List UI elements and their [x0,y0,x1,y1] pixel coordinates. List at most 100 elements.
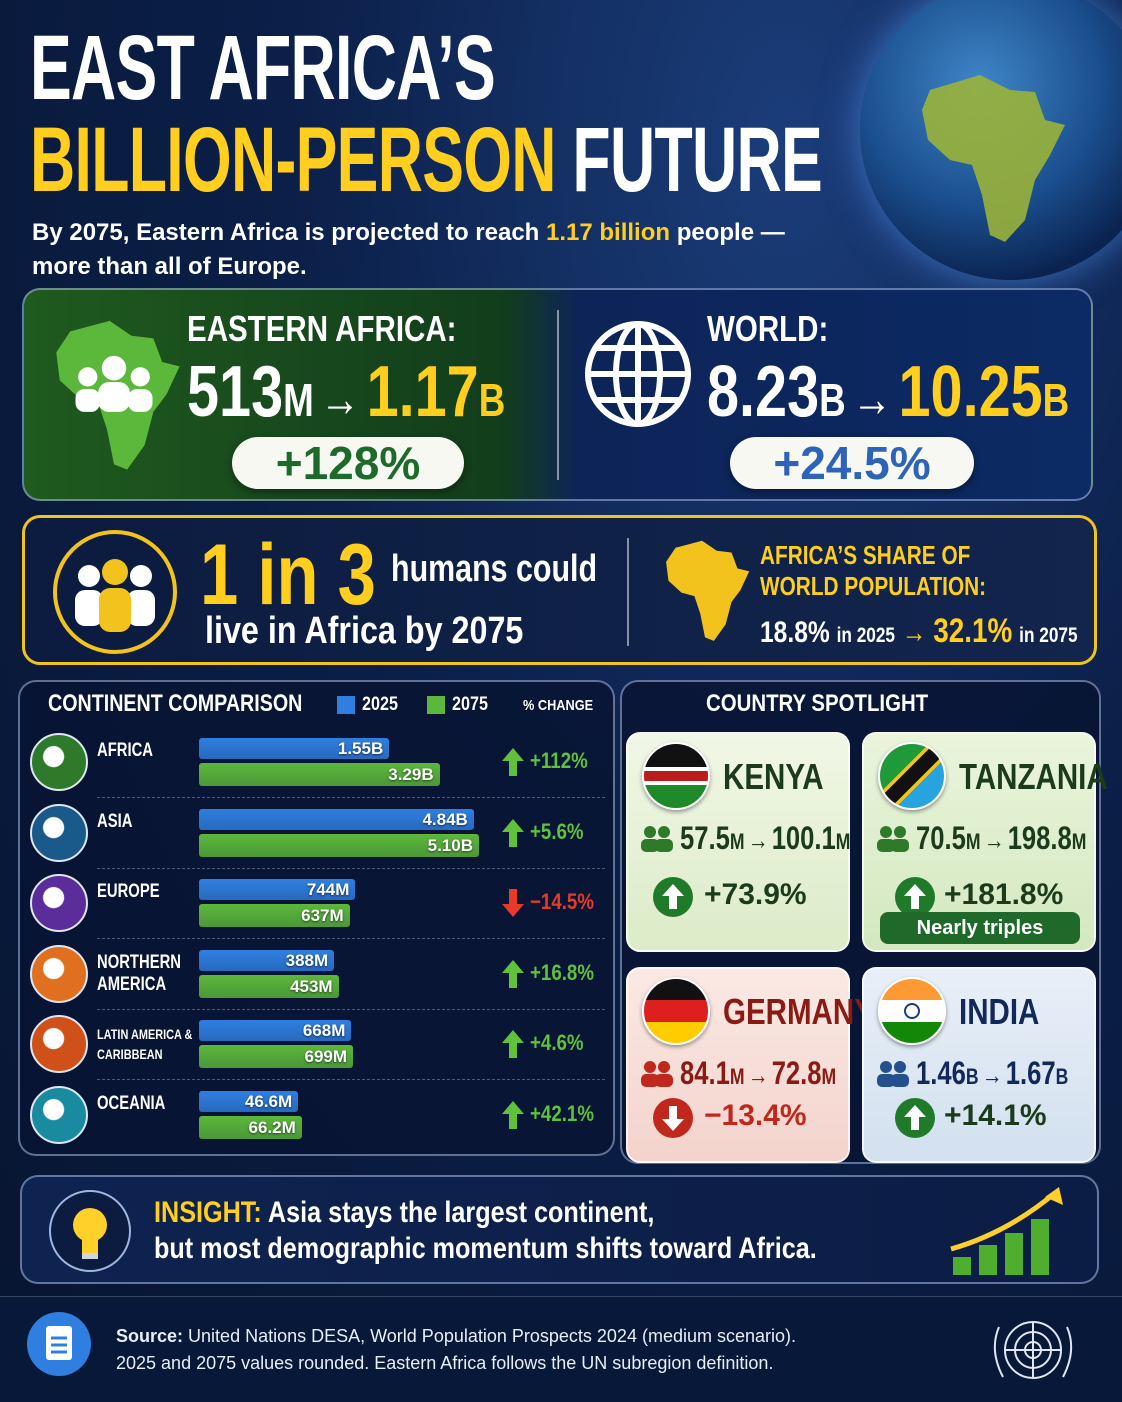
summary-label: EASTERN AFRICA: [187,308,457,349]
flag [642,742,710,810]
insight-line: but most demographic momentum shifts tow… [154,1232,817,1265]
country-card: KENYA 57.5M → 100.1M +73.9% [626,732,850,952]
change-label: +42.1% [530,1101,594,1126]
share-note: in 2075 [1019,624,1078,647]
bar: 3.29B [199,763,440,786]
country-numbers: 57.5M → 100.1M [680,820,850,857]
arrow: → [983,825,1005,855]
flag [642,977,710,1045]
legend-label: 2025 [362,694,398,715]
row-separator [97,1008,605,1010]
value-from: 70.5 [916,820,966,856]
bar-value-label: 699M [304,1047,348,1067]
bar-value-label: 4.84B [422,809,468,829]
country-card: TANZANIA 70.5M → 198.8M +181.8% Nearly triple… [862,732,1108,952]
continent-icon [30,1086,88,1144]
change-arrow [502,959,524,988]
share-from: 18.8% [760,616,830,649]
globe-icon [585,321,691,427]
growth-icon [950,1187,1063,1275]
change-arrow [502,1101,524,1129]
unit: M [283,374,314,426]
country-card: INDIA 1.46B → 1.67B +14.1% [862,967,1096,1163]
summary-label: WORLD: [707,308,829,349]
bar-value-label: 744M [306,880,350,900]
source-line: 2025 and 2075 values rounded. Eastern Af… [116,1353,774,1373]
continent-icon [30,944,88,1003]
insight-panel: INSIGHT: Asia stays the largest continen… [20,1175,1099,1284]
arrow-shape [502,959,524,988]
summary-change: +24.5% [730,437,974,489]
icon-part [894,1061,906,1073]
bar: 4.84B [199,808,474,830]
country-numbers: 1.46B → 1.67B [916,1055,1068,1092]
bar: 637M [199,904,350,928]
bar: 744M [199,879,356,901]
country-change: +14.1% [944,1099,1047,1132]
country-name: TANZANIA [959,756,1108,797]
row-separator [97,797,605,798]
change-arrow [502,1030,524,1059]
insight-text: INSIGHT: Asia stays the largest continen… [154,1195,817,1267]
chart-title: CONTINENT COMPARISON [48,690,303,717]
category-label: ASIA [97,810,133,832]
document-icon [27,1312,91,1376]
row-separator [97,938,605,940]
continent-icon [30,733,88,791]
value-to: 1.67 [1005,1055,1056,1091]
country-name: KENYA [723,756,824,797]
category-label: EUROPE [97,881,160,903]
icon-part [658,826,670,838]
insight-line: Asia stays the largest continent, [267,1196,655,1229]
arrow-shape [502,1030,524,1059]
highlight-big: 1 in 3 [200,527,376,623]
bar-value-label: 453M [290,976,333,996]
value-from: 57.5 [680,820,730,856]
unit: M [1071,829,1087,854]
share-note: in 2025 [836,624,896,647]
icon-part [662,1106,684,1131]
trend-icon [653,1098,693,1138]
icon-part [641,839,659,852]
row-separator [97,1079,605,1081]
icon-part [904,1105,926,1130]
change-label: +112% [530,748,588,773]
bar: 453M [199,974,339,998]
country-numbers: 84.1M → 72.8M [680,1055,836,1092]
summary-numbers: 513M →1.17B [187,356,505,436]
icon-part [891,839,909,852]
divider [557,310,559,480]
arrow-shape [502,818,524,847]
bar: 388M [199,949,335,971]
country-numbers: 70.5M → 198.8M [916,820,1086,857]
change-label: +5.6% [530,818,584,844]
icon-part [655,839,673,852]
bar-value-label: 637M [301,906,344,926]
change-label: +4.6% [530,1030,584,1056]
insight-label: INSIGHT: [154,1196,262,1229]
flag [878,977,946,1045]
arrow: → [747,825,769,855]
bar-value-label: 46.6M [244,1092,293,1111]
arrow-shape [502,748,524,776]
arrow: → [747,1060,769,1090]
value-to: 100.1 [771,820,836,856]
un-emblem [993,1321,1073,1379]
bar: 5.10B [199,833,479,857]
title-line1: EAST AFRICA’S [30,17,496,119]
bar-value-label: 668M [302,1021,346,1041]
icon-part [877,1074,895,1087]
trend-icon [895,877,935,917]
share-to: 32.1% [933,612,1013,650]
icon-part [877,839,895,852]
share-values: 18.8% in 2025 → 32.1% in 2075 [760,612,1078,651]
arrow: → [981,1060,1003,1090]
flag [878,742,946,810]
people-icon [641,1061,673,1087]
category-label: OCEANIA [97,1093,166,1114]
source-label: Source: [116,1326,184,1346]
category-label: NORTHERN AMERICA [97,951,181,995]
bar: 66.2M [199,1116,302,1139]
value-to: 10.25 [898,352,1043,432]
